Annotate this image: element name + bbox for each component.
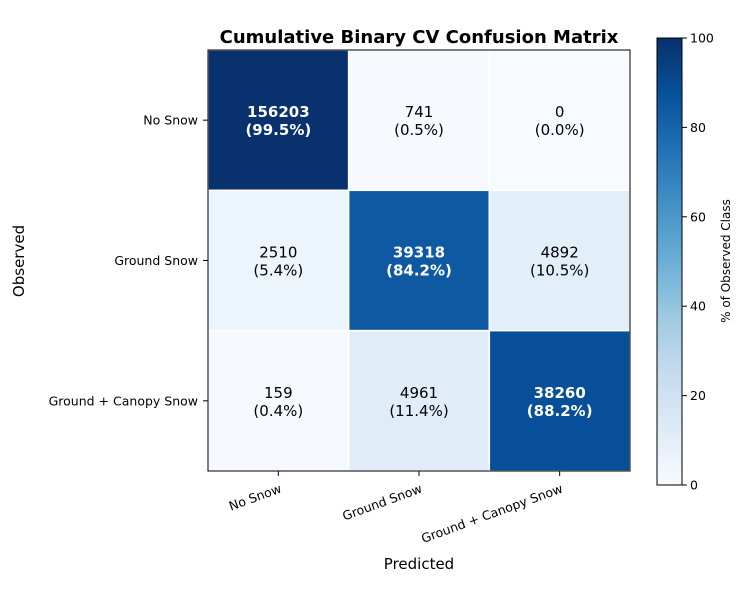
y-tick-label: Ground Snow <box>114 253 198 268</box>
colorbar-tick-label: 60 <box>690 209 706 224</box>
colorbar-ticks: 0 20 40 60 80 100 <box>682 31 714 493</box>
cell-count: 38260 <box>534 384 586 402</box>
cell-count: 2510 <box>259 243 297 261</box>
x-tick-label: No Snow <box>227 481 284 514</box>
cell-percent: (84.2%) <box>386 261 452 279</box>
y-axis-ticks: No Snow Ground Snow Ground + Canopy Snow <box>49 113 208 408</box>
cell-count: 4892 <box>541 243 579 261</box>
cell-count: 741 <box>405 103 434 121</box>
cell-label-r0-c1: 741 (0.5%) <box>394 103 444 139</box>
chart-title: Cumulative Binary CV Confusion Matrix <box>220 27 619 48</box>
y-axis-label: Observed <box>10 225 28 297</box>
heatmap-cell-r2-c1 <box>347 329 491 472</box>
cell-label-r0-c2: 0 (0.0%) <box>535 103 585 139</box>
heatmap-cell-r0-c0 <box>207 49 350 192</box>
cell-percent: (0.0%) <box>535 121 585 139</box>
heatmap-cell-r1-c2 <box>488 189 631 332</box>
cell-percent: (99.5%) <box>245 121 311 139</box>
cell-percent: (0.4%) <box>253 402 303 420</box>
cell-count: 159 <box>264 384 293 402</box>
x-axis-label: Predicted <box>384 555 454 573</box>
heatmap-cell-r1-c1 <box>347 189 491 332</box>
colorbar-tick-label: 80 <box>690 120 706 135</box>
cell-percent: (88.2%) <box>527 402 593 420</box>
cell-label-r1-c2: 4892 (10.5%) <box>530 243 589 279</box>
cell-label-r1-c0: 2510 (5.4%) <box>253 243 303 279</box>
colorbar <box>656 37 683 486</box>
x-tick-label: Ground Snow <box>340 481 424 524</box>
heatmap-cell-labels: 156203 (99.5%) 741 (0.5%) 0 (0.0%) 2510 (5.4%) 3… <box>245 103 592 420</box>
heatmap-cell-r1-c0 <box>207 189 350 332</box>
cell-label-r0-c0: 156203 (99.5%) <box>245 103 311 139</box>
colorbar-tick-label: 40 <box>690 299 706 314</box>
cell-percent: (5.4%) <box>253 261 303 279</box>
cell-percent: (11.4%) <box>389 402 448 420</box>
cell-count: 39318 <box>393 243 445 261</box>
colorbar-label: % of Observed Class <box>719 199 733 323</box>
cell-count: 4961 <box>400 384 438 402</box>
y-tick-label: Ground + Canopy Snow <box>49 393 198 408</box>
cell-label-r2-c2: 38260 (88.2%) <box>527 384 593 420</box>
cell-percent: (10.5%) <box>530 261 589 279</box>
colorbar-tick-label: 20 <box>690 388 706 403</box>
x-tick-label: Ground + Canopy Snow <box>419 481 565 546</box>
colorbar-tick-label: 100 <box>690 31 714 46</box>
cell-label-r1-c1: 39318 (84.2%) <box>386 243 452 279</box>
cell-percent: (0.5%) <box>394 121 444 139</box>
heatmap-cells <box>207 49 631 472</box>
colorbar-tick-label: 0 <box>690 478 698 493</box>
cell-label-r2-c0: 159 (0.4%) <box>253 384 303 420</box>
cell-label-r2-c1: 4961 (11.4%) <box>389 384 448 420</box>
cell-count: 0 <box>555 103 565 121</box>
cell-count: 156203 <box>247 103 310 121</box>
y-tick-label: No Snow <box>143 113 198 128</box>
heatmap-cell-r0-c1 <box>347 49 491 192</box>
